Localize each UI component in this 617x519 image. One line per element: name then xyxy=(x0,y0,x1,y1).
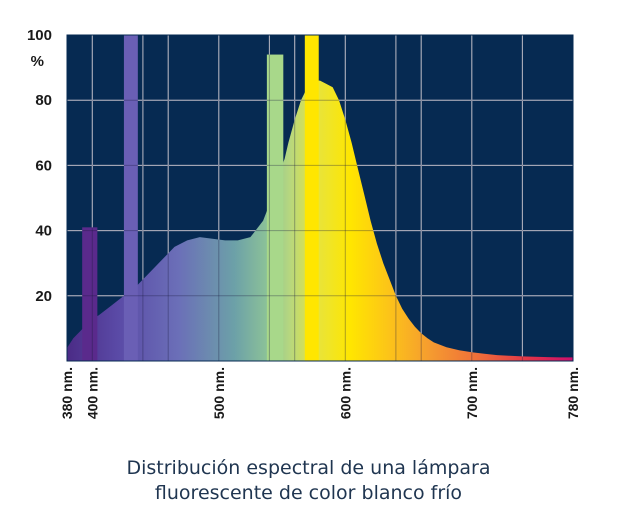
caption-line-2: fluorescente de color blanco frío xyxy=(154,482,463,504)
x-tick-label: 380 nm. xyxy=(59,367,75,419)
y-tick-label: 100 xyxy=(27,27,52,44)
y-tick-label: 40 xyxy=(35,223,52,240)
x-axis-ticks: 380 nm. 400 nm. 500 nm. 600 nm. 700 nm. 780 n… xyxy=(59,367,581,419)
emission-line-bar xyxy=(82,227,98,361)
emission-line-bar xyxy=(123,35,138,361)
y-tick-label: 20 xyxy=(35,288,52,305)
x-tick-label: 780 nm. xyxy=(565,367,581,419)
emission-lines xyxy=(82,35,319,361)
overlay-grid xyxy=(66,34,574,362)
y-axis-ticks: 20 40 60 80 100% xyxy=(27,27,52,305)
emission-line-bar xyxy=(304,35,319,361)
y-tick-label: 80 xyxy=(35,92,52,109)
y-tick-label: 60 xyxy=(35,157,52,174)
x-tick-label: 400 nm. xyxy=(84,367,100,419)
y-unit-label: % xyxy=(31,53,44,70)
x-tick-label: 600 nm. xyxy=(337,367,353,419)
emission-line-bar xyxy=(266,54,284,361)
spectrum-area xyxy=(67,80,573,361)
x-tick-label: 500 nm. xyxy=(211,367,227,419)
x-tick-label: 700 nm. xyxy=(464,367,480,419)
caption-line-1: Distribución espectral de una lámpara xyxy=(126,457,491,479)
plot-frame xyxy=(66,34,574,362)
area-layer xyxy=(67,80,573,361)
